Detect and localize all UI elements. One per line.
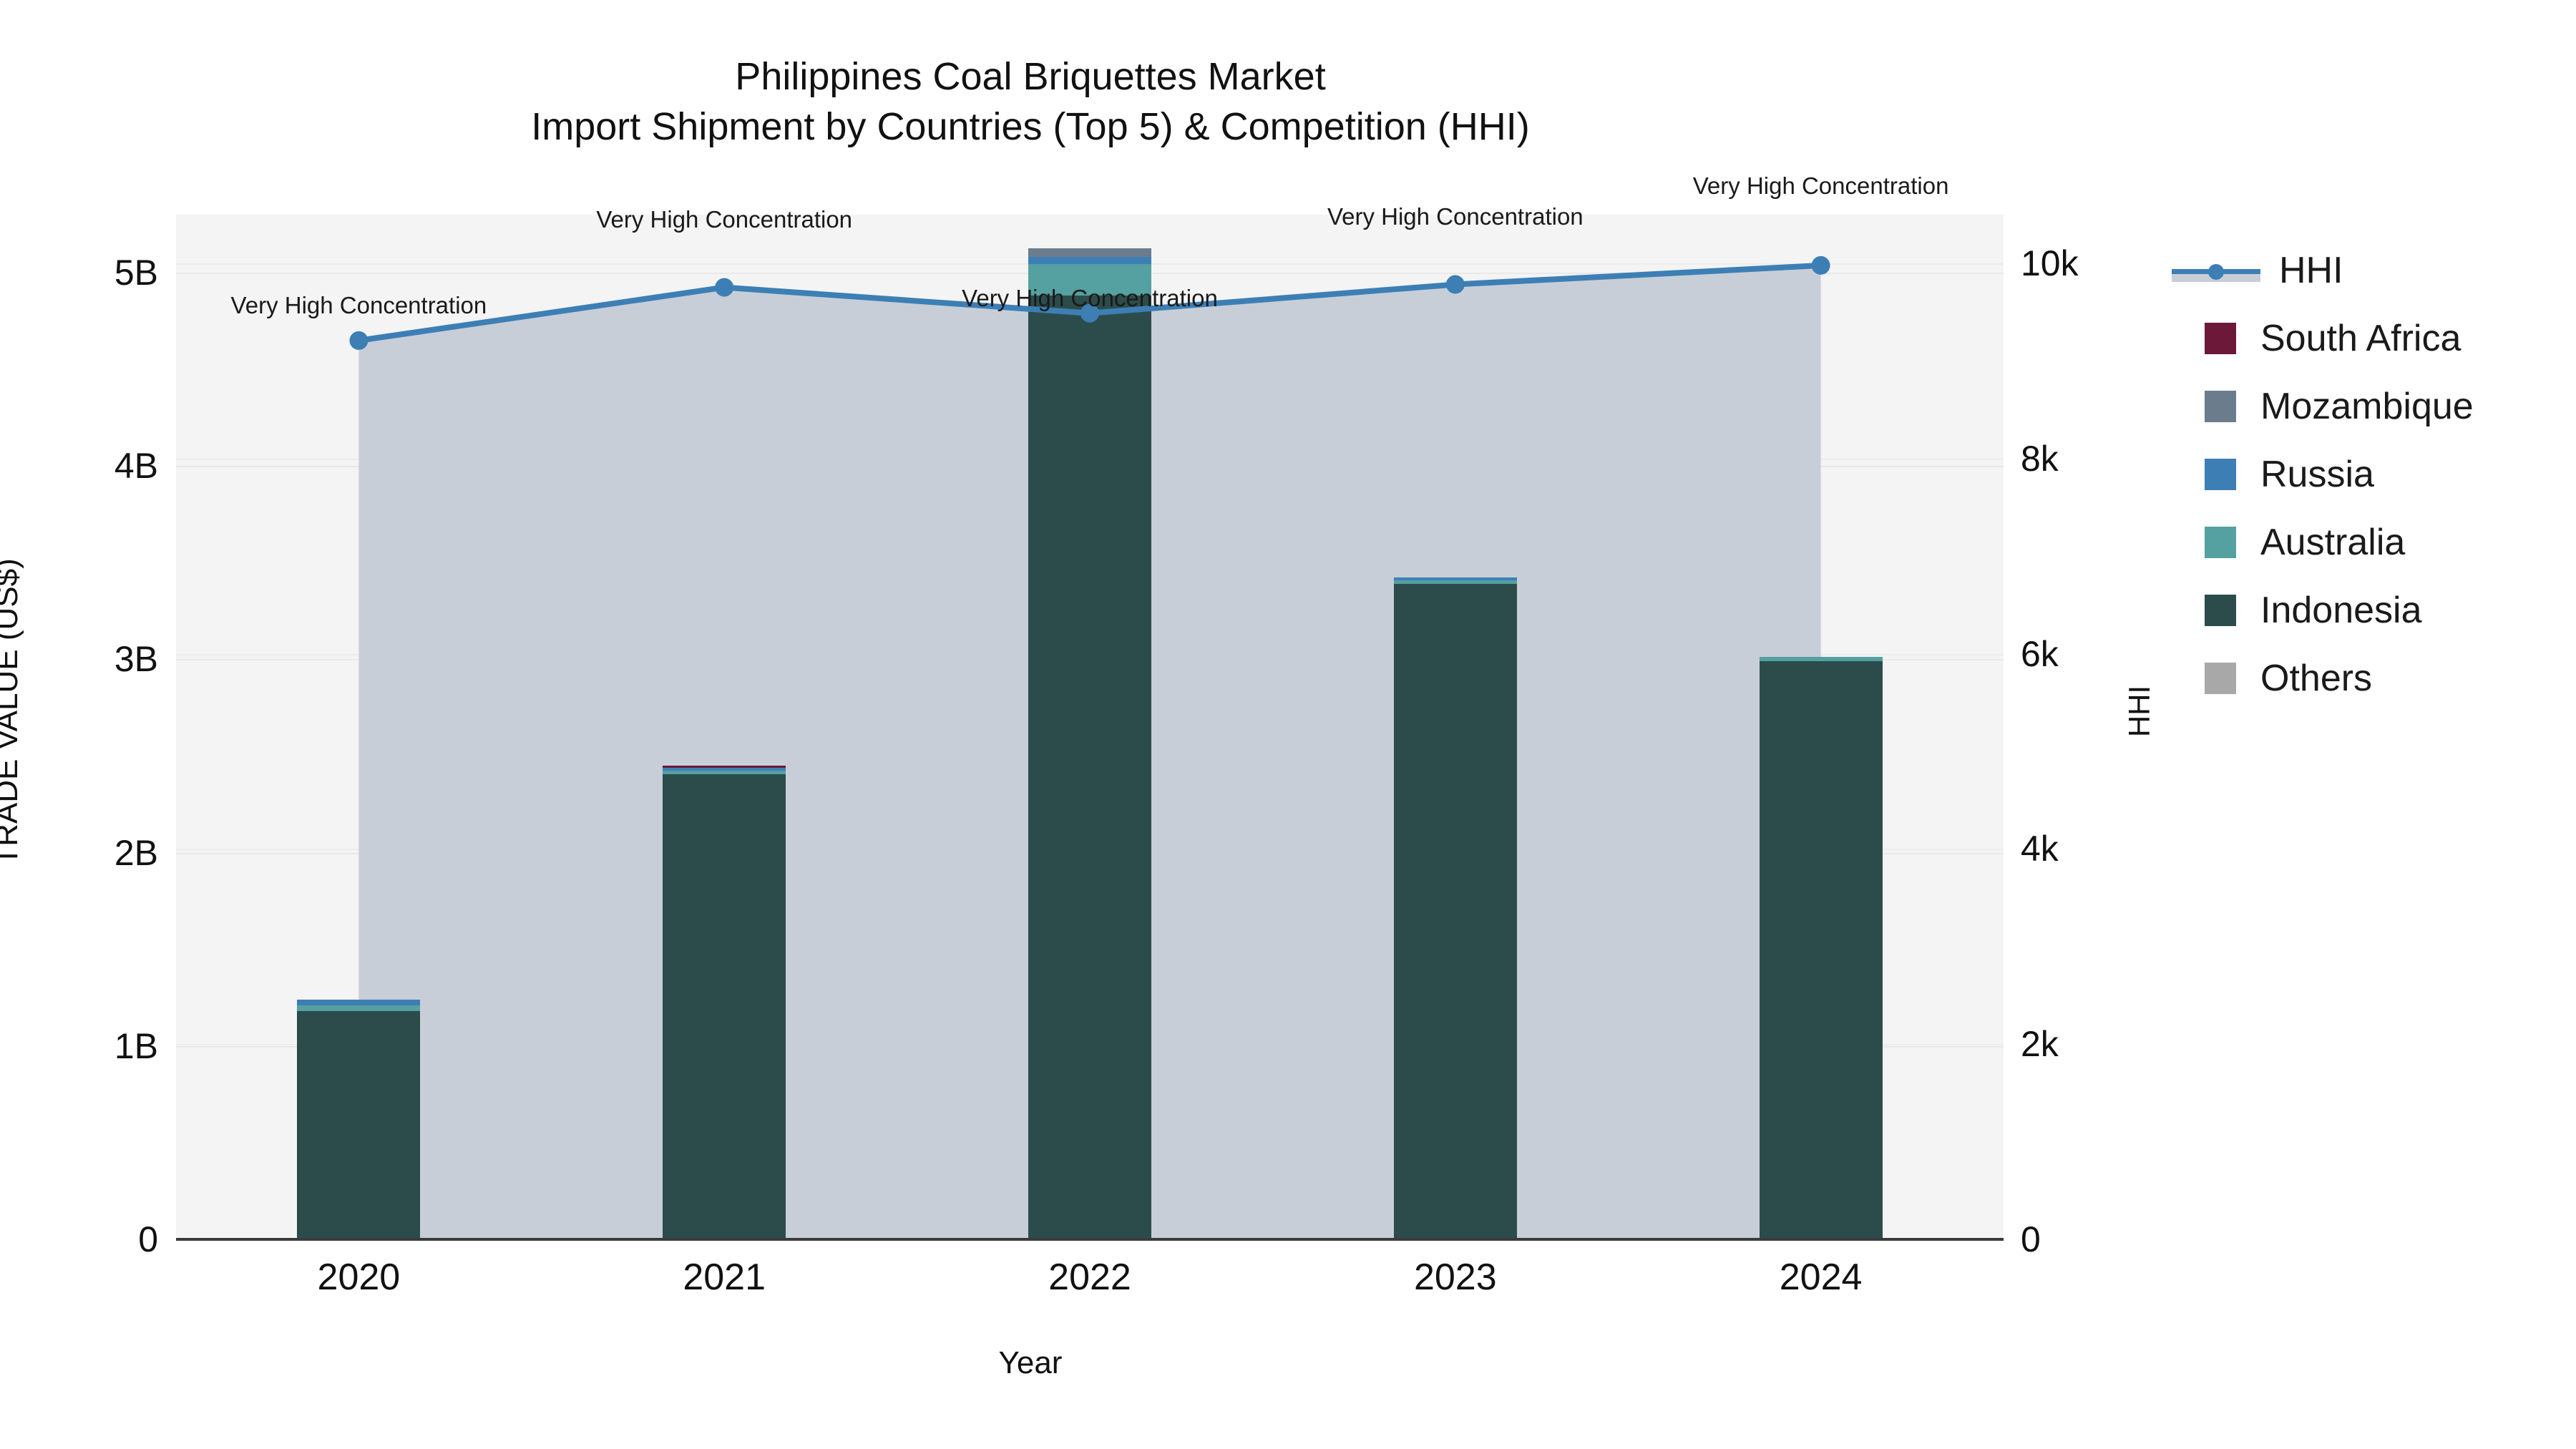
legend-item-label: Mozambique (2260, 385, 2474, 427)
bar-segment-indonesia[interactable] (297, 1011, 421, 1239)
y-tick-left: 5B (114, 253, 158, 293)
y-tick-right: 10k (2021, 243, 2079, 284)
x-tick-2021: 2021 (683, 1257, 766, 1298)
legend-item-label: Russia (2260, 453, 2374, 495)
y-tick-right: 2k (2021, 1024, 2059, 1065)
legend-item-label: Australia (2260, 521, 2406, 563)
annotation-2023: Very High Concentration (1327, 203, 1584, 230)
bar-segment-indonesia[interactable] (663, 774, 786, 1239)
legend-color-swatch (2205, 390, 2236, 422)
bar-segment-australia[interactable] (297, 1005, 421, 1012)
y-tick-right: 4k (2021, 829, 2059, 869)
y-axis-right-title: HHI (2122, 685, 2156, 738)
bar-group-2023[interactable] (1393, 577, 1517, 1239)
plot-area (176, 215, 2004, 1239)
bar-segment-south-africa[interactable] (663, 766, 786, 768)
y-tick-left: 2B (114, 832, 158, 873)
legend-item-others[interactable]: Others (2172, 644, 2474, 712)
annotation-2022: Very High Concentration (962, 284, 1218, 311)
bar-group-2020[interactable] (297, 999, 421, 1239)
annotation-2021: Very High Concentration (596, 205, 853, 233)
legend-item-mozambique[interactable]: Mozambique (2172, 372, 2474, 440)
bar-segment-russia[interactable] (297, 999, 421, 1006)
y-axis-left-title: TRADE VALUE (US$) (0, 558, 24, 866)
x-tick-2023: 2023 (1413, 1257, 1497, 1298)
bar-segment-indonesia[interactable] (1393, 584, 1517, 1239)
bar-segment-australia[interactable] (1393, 580, 1517, 585)
bars-layer (176, 215, 2004, 1239)
legend-item-russia[interactable]: Russia (2172, 440, 2474, 508)
annotation-2020: Very High Concentration (230, 291, 487, 318)
bar-group-2024[interactable] (1759, 657, 1883, 1239)
y-tick-left: 1B (114, 1025, 158, 1066)
legend-item-hhi[interactable]: HHI (2172, 236, 2474, 304)
bar-segment-australia[interactable] (663, 771, 786, 775)
chart-title: Philippines Coal Briquettes Market Impor… (0, 52, 2061, 152)
y-tick-left: 3B (114, 639, 158, 680)
legend-item-indonesia[interactable]: Indonesia (2172, 576, 2474, 644)
bar-segment-mozambique[interactable] (1028, 248, 1151, 258)
x-tick-2024: 2024 (1779, 1257, 1863, 1298)
legend-color-swatch (2205, 458, 2236, 490)
y-tick-left: 0 (138, 1219, 158, 1259)
chart-title-line1: Philippines Coal Briquettes Market (735, 55, 1326, 98)
bar-group-2021[interactable] (663, 766, 786, 1239)
legend-color-swatch (2205, 594, 2236, 626)
bar-segment-indonesia[interactable] (1028, 296, 1151, 1239)
legend-item-label: Others (2260, 657, 2373, 699)
y-tick-right: 6k (2021, 633, 2059, 674)
y-tick-left: 4B (114, 446, 158, 487)
legend-item-label: Indonesia (2260, 589, 2422, 631)
bar-segment-australia[interactable] (1759, 657, 1883, 662)
legend-color-swatch (2205, 322, 2236, 354)
legend-item-south-africa[interactable]: South Africa (2172, 304, 2474, 372)
y-tick-right: 8k (2021, 438, 2059, 479)
bar-segment-russia[interactable] (663, 767, 786, 771)
legend-color-swatch (2205, 526, 2236, 558)
x-tick-2022: 2022 (1048, 1257, 1131, 1298)
bar-segment-russia[interactable] (1393, 577, 1517, 581)
y-tick-right: 0 (2021, 1219, 2041, 1259)
legend-item-australia[interactable]: Australia (2172, 508, 2474, 576)
chart-title-line2: Import Shipment by Countries (Top 5) & C… (531, 105, 1530, 149)
x-tick-2020: 2020 (317, 1257, 401, 1298)
x-axis-line (176, 1238, 2004, 1241)
bar-group-2022[interactable] (1028, 248, 1151, 1239)
bar-segment-indonesia[interactable] (1759, 661, 1883, 1239)
legend-line-swatch (2172, 255, 2260, 286)
legend-item-label: South Africa (2260, 317, 2462, 359)
x-axis-title: Year (998, 1345, 1063, 1380)
legend-color-swatch (2205, 662, 2236, 694)
bar-segment-russia[interactable] (1028, 257, 1151, 264)
legend-item-label: HHI (2279, 249, 2343, 291)
annotation-2024: Very High Concentration (1692, 172, 1949, 199)
legend: HHI South Africa Mozambique Russia Australia… (2172, 236, 2474, 712)
